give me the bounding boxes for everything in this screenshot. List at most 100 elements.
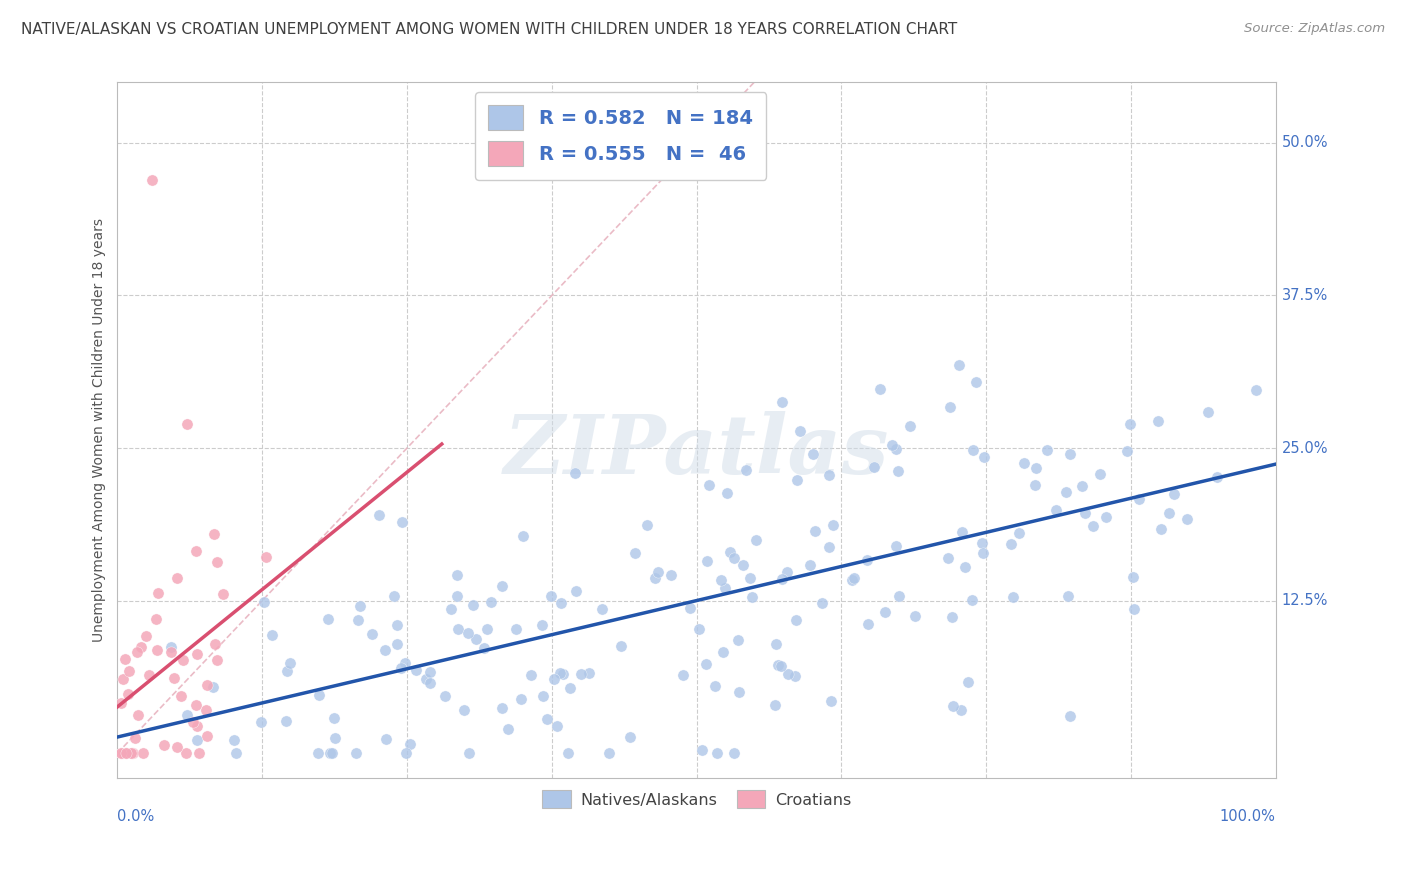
Text: 100.0%: 100.0% (1220, 809, 1275, 824)
Point (419, 676, 441, 690)
Point (360, 627, 382, 641)
Point (856, 617, 879, 632)
Point (1197, 405, 1219, 419)
Point (375, 731, 398, 746)
Point (174, 746, 197, 760)
Point (799, 558, 821, 572)
Point (551, 666, 574, 681)
Point (186, 718, 208, 732)
Point (166, 571, 188, 585)
Point (195, 729, 218, 743)
Point (889, 589, 911, 603)
Point (141, 172, 163, 186)
Point (440, 602, 463, 616)
Point (644, 571, 666, 585)
Point (1056, 589, 1078, 603)
Point (114, 746, 136, 760)
Point (801, 447, 824, 461)
Point (121, 746, 143, 760)
Point (319, 746, 342, 760)
Point (776, 666, 799, 681)
Point (163, 671, 186, 685)
Point (591, 601, 613, 615)
Point (1071, 478, 1094, 492)
Point (1054, 484, 1077, 499)
Point (249, 715, 271, 730)
Point (550, 666, 572, 681)
Point (176, 417, 198, 431)
Point (135, 629, 157, 643)
Point (972, 546, 994, 560)
Point (856, 553, 879, 567)
Point (254, 549, 277, 564)
Point (204, 637, 226, 651)
Point (307, 746, 329, 760)
Point (475, 623, 498, 637)
Point (718, 545, 741, 559)
Point (1045, 502, 1067, 516)
Point (887, 464, 910, 478)
Point (187, 746, 209, 760)
Point (558, 681, 581, 696)
Point (512, 529, 534, 543)
Point (965, 376, 987, 390)
Point (688, 622, 710, 636)
Point (120, 746, 142, 760)
Point (949, 703, 972, 717)
Point (1244, 384, 1267, 398)
Point (950, 524, 973, 539)
Point (1008, 525, 1031, 540)
Point (936, 550, 959, 565)
Point (768, 658, 790, 673)
Point (841, 573, 863, 587)
Point (1163, 487, 1185, 501)
Point (610, 639, 633, 653)
Point (735, 463, 758, 477)
Point (624, 546, 647, 560)
Y-axis label: Unemployment Among Women with Children Under 18 years: Unemployment Among Women with Children U… (93, 218, 107, 641)
Text: ZIPatlas: ZIPatlas (503, 410, 890, 491)
Point (869, 383, 891, 397)
Point (1002, 591, 1025, 605)
Point (679, 600, 702, 615)
Point (1059, 447, 1081, 461)
Point (124, 731, 146, 745)
Point (557, 746, 579, 760)
Point (145, 611, 167, 625)
Point (212, 587, 235, 601)
Point (738, 571, 761, 585)
Point (453, 703, 475, 717)
Point (131, 746, 153, 760)
Point (222, 732, 245, 747)
Point (939, 400, 962, 414)
Point (941, 609, 963, 624)
Point (531, 689, 554, 703)
Point (765, 637, 787, 651)
Point (110, 746, 132, 760)
Point (647, 565, 669, 579)
Point (540, 590, 562, 604)
Point (349, 599, 371, 613)
Point (322, 711, 344, 725)
Point (723, 746, 745, 760)
Point (186, 733, 208, 747)
Point (776, 565, 799, 579)
Point (186, 647, 208, 661)
Point (114, 746, 136, 760)
Point (496, 722, 519, 736)
Point (172, 653, 194, 667)
Point (146, 643, 169, 657)
Point (446, 568, 468, 582)
Point (253, 595, 276, 609)
Point (382, 589, 405, 603)
Point (1122, 570, 1144, 584)
Point (505, 623, 527, 637)
Point (789, 424, 811, 438)
Point (536, 712, 558, 726)
Point (697, 478, 720, 492)
Point (1146, 414, 1168, 428)
Point (457, 625, 479, 640)
Point (731, 558, 754, 573)
Point (1115, 443, 1137, 458)
Point (873, 605, 896, 619)
